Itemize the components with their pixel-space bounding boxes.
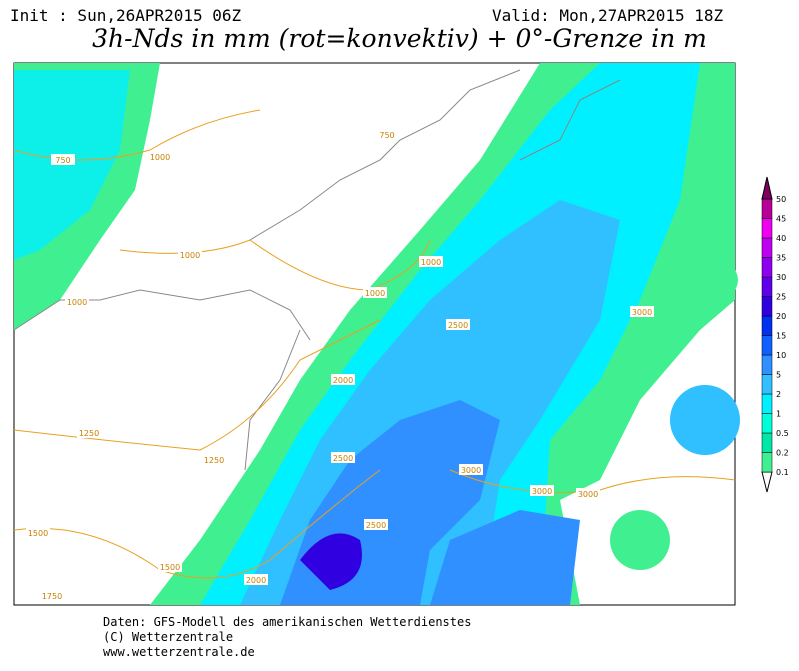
colorbar-label: 0.1: [776, 468, 789, 477]
contour-label: 1500: [160, 563, 180, 572]
contour-label-box: [363, 287, 387, 298]
colorbar-label: 30: [776, 273, 786, 282]
contour-label: 1250: [204, 456, 224, 465]
valid-time: Valid: Mon,27APR2015 18Z: [492, 6, 724, 25]
contour-label: 1000: [421, 258, 441, 267]
contour-label: 1750: [42, 592, 62, 601]
colorbar-bin: [761, 218, 773, 239]
colorbar-label: 1: [776, 410, 781, 419]
contour-label-box: [202, 454, 226, 465]
contour-label: 3000: [532, 487, 552, 496]
colorbar-bin: [761, 354, 773, 375]
contour-label-box: [178, 249, 202, 260]
footer-line: (C) Wetterzentrale: [103, 630, 234, 644]
colorbar-label: 2: [776, 390, 781, 399]
colorbar-bin: [761, 237, 773, 258]
colorbar-label: 40: [776, 234, 786, 243]
contour-label: 2000: [333, 376, 353, 385]
init-time: Init : Sun,26APR2015 06Z: [10, 6, 242, 25]
contour-label-box: [40, 590, 64, 601]
colorbar-bin: [761, 276, 773, 297]
colorbar-label: 0.5: [776, 429, 789, 438]
colorbar-label: 50: [776, 195, 786, 204]
contour-label-box: [158, 561, 182, 572]
colorbar-bin: [761, 413, 773, 434]
contour-label-box: [331, 452, 355, 463]
contour-label: 3000: [578, 490, 598, 499]
colorbar-label: 15: [776, 332, 786, 341]
colorbar-high-end: [761, 176, 773, 200]
colorbar-low-end: [761, 471, 773, 493]
contour-label-box: [51, 154, 75, 165]
contour-label: 3000: [632, 308, 652, 317]
contour-label: 3000: [461, 466, 481, 475]
contour-label-box: [244, 574, 268, 585]
contour-label: 1500: [28, 529, 48, 538]
contour-label: 750: [55, 156, 70, 165]
contour-label: 1000: [67, 298, 87, 307]
contour-label-box: [576, 488, 600, 499]
colorbar-label: 5: [776, 371, 781, 380]
contour-label-box: [331, 374, 355, 385]
contour-label: 2000: [246, 576, 266, 585]
contour-label-box: [65, 296, 89, 307]
contour-label-box: [375, 129, 399, 140]
footer-line: Daten: GFS-Modell des amerikanischen Wet…: [103, 615, 472, 629]
colorbar-label: 45: [776, 215, 786, 224]
contour-label: 2500: [333, 454, 353, 463]
colorbar-bin: [761, 393, 773, 414]
colorbar-bin: [761, 315, 773, 336]
colorbar-bin: [761, 374, 773, 395]
footer-line: www.wetterzentrale.de: [103, 645, 255, 659]
colorbar-label: 20: [776, 312, 786, 321]
contour-label: 1250: [79, 429, 99, 438]
contour-label: 1000: [180, 251, 200, 260]
contour-label-box: [419, 256, 443, 267]
contour-label: 2500: [366, 521, 386, 530]
precipitation: [14, 63, 740, 605]
colorbar-bin: [761, 452, 773, 473]
colorbar-label: 10: [776, 351, 786, 360]
contour-label-box: [364, 519, 388, 530]
map-title: 3h-Nds in mm (rot=konvektiv) + 0°-Grenze…: [92, 24, 707, 53]
contour-label-box: [530, 485, 554, 496]
contour-label: 2500: [448, 321, 468, 330]
colorbar-bin: [761, 257, 773, 278]
contour-label-box: [77, 427, 101, 438]
contour-label: 1000: [365, 289, 385, 298]
colorbar-bin: [761, 296, 773, 317]
colorbar-label: 25: [776, 293, 786, 302]
contour-label-box: [446, 319, 470, 330]
contour-label-box: [630, 306, 654, 317]
contour-label-box: [26, 527, 50, 538]
contour-label: 750: [379, 131, 394, 140]
colorbar-label: 35: [776, 254, 786, 263]
contour-label-box: [459, 464, 483, 475]
colorbar-label: 0.2: [776, 449, 789, 458]
contour-label: 1000: [150, 153, 170, 162]
colorbar-bin: [761, 335, 773, 356]
contour-label-box: [148, 151, 172, 162]
colorbar-bin: [761, 432, 773, 453]
colorbar-bin: [761, 198, 773, 219]
